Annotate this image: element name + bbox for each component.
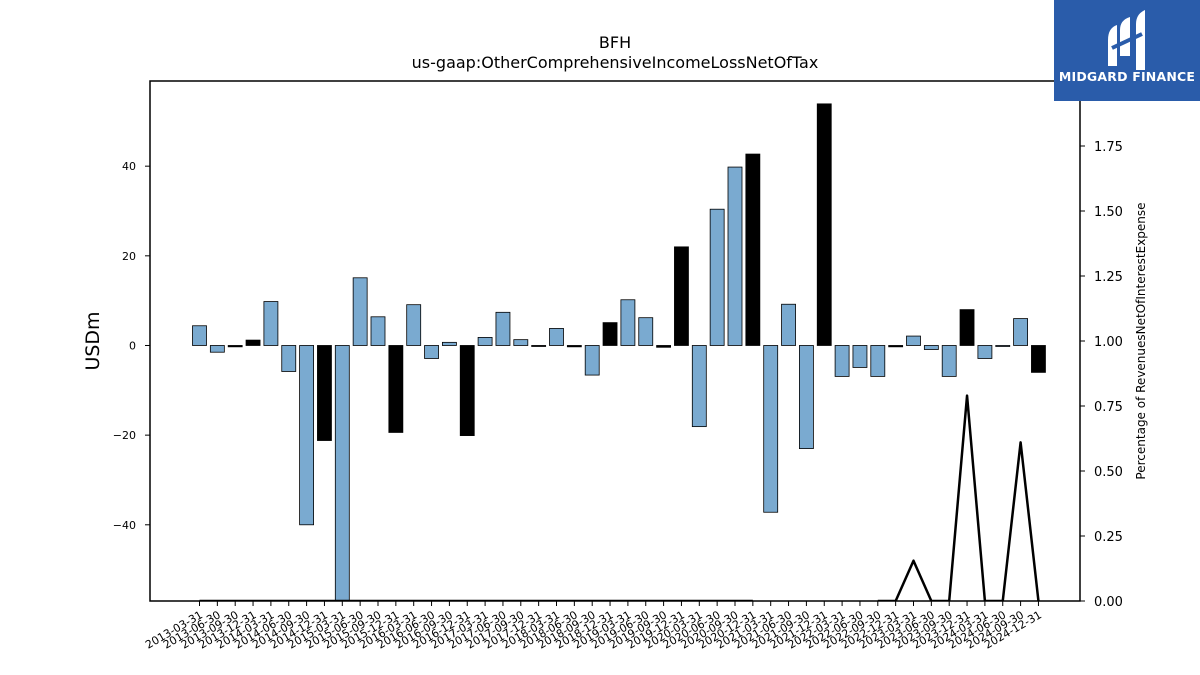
bar [352,277,368,346]
bar [584,345,600,376]
bar [245,339,261,346]
bar [656,345,671,348]
bar [549,328,564,346]
bar [441,341,457,346]
chart-title: BFH [599,33,631,52]
y-axis-label: USDm [82,311,104,370]
midgard-logo-mark-icon [1108,10,1145,70]
bar [334,345,350,601]
bar [781,303,796,346]
bar [816,103,832,346]
bar [531,345,547,347]
bar [799,345,814,449]
bar [459,345,475,436]
bar [566,345,582,348]
bar [209,345,225,353]
bar [620,299,636,346]
bar [424,345,439,359]
bar [317,345,332,441]
y2-tick-label: 0.50 [1094,465,1123,480]
y-tick-label: −40 [113,519,136,532]
bar [602,322,618,346]
bar [674,246,689,346]
bar [263,301,279,346]
bar [406,304,422,346]
bar [299,345,315,526]
bar [852,345,868,368]
bar [709,208,725,346]
midgard-finance-logo: MIDGARD FINANCE [1054,0,1200,101]
bar [763,345,779,513]
y2-tick-label: 0.00 [1094,595,1123,610]
bar [834,345,850,377]
y2-tick-label: 0.75 [1094,400,1123,415]
bar [227,345,243,348]
bar [1031,345,1046,373]
y-tick-label: 40 [122,160,136,173]
bar [1013,318,1028,346]
y2-tick-label: 1.50 [1094,205,1123,220]
bar [745,153,761,346]
bar [192,325,207,346]
bar [959,309,975,346]
bar [941,345,957,377]
y-tick-label: −20 [113,429,136,442]
bar [370,316,386,346]
bar [388,345,404,433]
y-tick-label: 0 [129,339,136,352]
logo-text: MIDGARD FINANCE [1058,69,1196,84]
bar [513,339,529,346]
y2-tick-label: 1.75 [1094,140,1123,155]
bar [638,317,654,346]
y2-tick-label: 1.00 [1094,335,1123,350]
bar [727,166,743,346]
bar [691,345,707,428]
bar [477,337,493,346]
plot-frame [149,80,1081,602]
y2-axis-label: Percentage of RevenuesNetOfInterestExpen… [1134,202,1148,479]
bar [888,345,904,348]
y2-tick-label: 1.25 [1094,270,1123,285]
bar [870,345,886,377]
bar [977,345,993,359]
ratio-line [877,394,1040,601]
bar [495,311,511,346]
y-tick-label: 20 [122,250,136,263]
chart-subtitle: us-gaap:OtherComprehensiveIncomeLossNetO… [412,53,819,72]
bar [923,345,939,350]
bar [281,345,297,372]
y2-tick-label: 0.25 [1094,530,1123,545]
bar [906,335,921,346]
bar [995,345,1011,347]
